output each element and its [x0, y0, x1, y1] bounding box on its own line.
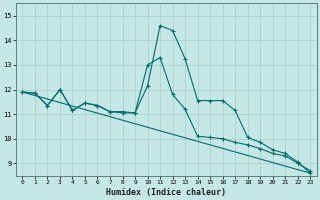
X-axis label: Humidex (Indice chaleur): Humidex (Indice chaleur) — [106, 188, 226, 197]
